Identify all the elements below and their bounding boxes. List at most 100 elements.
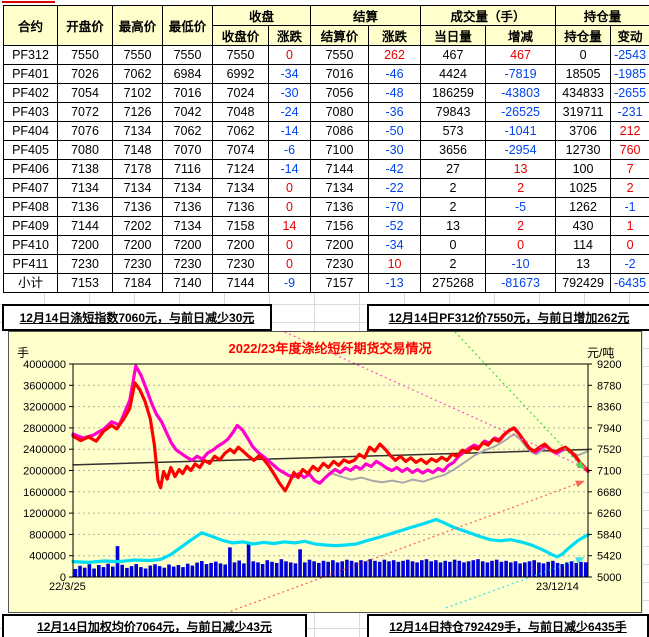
cell-当日量-8[interactable]: 79843 [420,102,487,122]
cell-contract[interactable]: PF404 [3,121,58,141]
cell-当日量-8[interactable]: 2 [420,197,487,217]
cell-持仓量-10[interactable]: 1025 [555,178,612,198]
cell-变动-11[interactable]: 0 [610,235,649,255]
cell-收盘价-4[interactable]: 7024 [212,83,269,103]
cell-开盘价-1[interactable]: 7026 [57,64,113,84]
cell-最低价-3[interactable]: 7016 [162,83,213,103]
cell-结算价-6[interactable]: 7100 [310,140,370,160]
cell-开盘价-1[interactable]: 7153 [57,273,113,293]
banner-weighted-avg-summary[interactable]: 12月14日加权均价7064元，与前日减少43元 [2,614,307,637]
cell-增减-9[interactable]: -81673 [485,273,557,293]
cell-变动-11[interactable]: 760 [610,140,649,160]
cell-结算价-6[interactable]: 7230 [310,254,370,274]
cell-涨跌-7[interactable]: -42 [368,159,422,179]
cell-涨跌-7[interactable]: -30 [368,140,422,160]
cell-变动-11[interactable]: -2655 [610,83,649,103]
cell-contract[interactable]: PF405 [3,140,58,160]
cell-收盘价-4[interactable]: 7048 [212,102,269,122]
cell-最低价-3[interactable]: 7140 [162,273,213,293]
cell-contract[interactable]: PF312 [3,45,58,65]
cell-变动-11[interactable]: -2543 [610,45,649,65]
cell-结算价-6[interactable]: 7136 [310,197,370,217]
cell-contract[interactable]: PF407 [3,178,58,198]
cell-开盘价-1[interactable]: 7134 [57,178,113,198]
cell-开盘价-1[interactable]: 7054 [57,83,113,103]
cell-涨跌-5[interactable]: 0 [267,45,312,65]
cell-涨跌-5[interactable]: 0 [267,197,312,217]
cell-涨跌-7[interactable]: -34 [368,235,422,255]
header-oi[interactable]: 持仓量 [555,25,612,46]
cell-最高价-2[interactable]: 7134 [112,178,163,198]
cell-持仓量-10[interactable]: 430 [555,216,612,236]
cell-持仓量-10[interactable]: 13 [555,254,612,274]
cell-结算价-6[interactable]: 7056 [310,83,370,103]
banner-open-interest-summary[interactable]: 12月14日持仓792429手，与前日减少6435手 [367,614,649,637]
header-group-settle[interactable]: 结算 [310,5,422,26]
cell-最高价-2[interactable]: 7102 [112,83,163,103]
cell-最高价-2[interactable]: 7550 [112,45,163,65]
cell-涨跌-5[interactable]: -34 [267,64,312,84]
header-settle-change[interactable]: 涨跌 [368,25,422,46]
cell-当日量-8[interactable]: 573 [420,121,487,141]
cell-最低价-3[interactable]: 7070 [162,140,213,160]
cell-收盘价-4[interactable]: 7550 [212,45,269,65]
cell-增减-9[interactable]: -7819 [485,64,557,84]
cell-结算价-6[interactable]: 7080 [310,102,370,122]
cell-最低价-3[interactable]: 7550 [162,45,213,65]
cell-最低价-3[interactable]: 7134 [162,216,213,236]
cell-持仓量-10[interactable]: 0 [555,45,612,65]
cell-当日量-8[interactable]: 2 [420,254,487,274]
cell-涨跌-7[interactable]: -48 [368,83,422,103]
cell-涨跌-7[interactable]: -70 [368,197,422,217]
cell-增减-9[interactable]: 2 [485,178,557,198]
header-close-price[interactable]: 收盘价 [212,25,269,46]
cell-最高价-2[interactable]: 7148 [112,140,163,160]
cell-增减-9[interactable]: 13 [485,159,557,179]
cell-增减-9[interactable]: -5 [485,197,557,217]
header-group-oi[interactable]: 持仓量 [555,5,649,26]
cell-结算价-6[interactable]: 7157 [310,273,370,293]
cell-contract[interactable]: PF410 [3,235,58,255]
cell-涨跌-5[interactable]: 0 [267,178,312,198]
cell-增减-9[interactable]: 467 [485,45,557,65]
cell-持仓量-10[interactable]: 3706 [555,121,612,141]
cell-当日量-8[interactable]: 27 [420,159,487,179]
cell-结算价-6[interactable]: 7144 [310,159,370,179]
cell-涨跌-5[interactable]: 0 [267,235,312,255]
cell-最高价-2[interactable]: 7200 [112,235,163,255]
cell-最高价-2[interactable]: 7136 [112,197,163,217]
cell-当日量-8[interactable]: 4424 [420,64,487,84]
cell-最低价-3[interactable]: 7134 [162,178,213,198]
header-contract[interactable]: 合约 [3,5,58,46]
cell-变动-11[interactable]: -6435 [610,273,649,293]
cell-收盘价-4[interactable]: 7230 [212,254,269,274]
cell-开盘价-1[interactable]: 7230 [57,254,113,274]
cell-最高价-2[interactable]: 7126 [112,102,163,122]
cell-涨跌-7[interactable]: 10 [368,254,422,274]
cell-涨跌-5[interactable]: -14 [267,121,312,141]
header-group-volume[interactable]: 成交量（手） [420,5,557,26]
cell-变动-11[interactable]: -1 [610,197,649,217]
header-open[interactable]: 开盘价 [57,5,113,46]
cell-当日量-8[interactable]: 467 [420,45,487,65]
header-close-change[interactable]: 涨跌 [267,25,312,46]
cell-当日量-8[interactable]: 2 [420,178,487,198]
cell-最低价-3[interactable]: 7200 [162,235,213,255]
cell-最高价-2[interactable]: 7178 [112,159,163,179]
cell-涨跌-7[interactable]: -52 [368,216,422,236]
banner-pf312-summary[interactable]: 12月14日PF312价7550元，与前日增加262元 [367,304,649,331]
cell-涨跌-7[interactable]: -46 [368,64,422,84]
cell-最高价-2[interactable]: 7202 [112,216,163,236]
cell-结算价-6[interactable]: 7134 [310,178,370,198]
cell-涨跌-5[interactable]: -6 [267,140,312,160]
cell-涨跌-7[interactable]: -22 [368,178,422,198]
cell-涨跌-7[interactable]: 262 [368,45,422,65]
cell-增减-9[interactable]: 2 [485,216,557,236]
cell-增减-9[interactable]: -10 [485,254,557,274]
cell-持仓量-10[interactable]: 18505 [555,64,612,84]
cell-增减-9[interactable]: -1041 [485,121,557,141]
cell-增减-9[interactable]: -43803 [485,83,557,103]
cell-当日量-8[interactable]: 13 [420,216,487,236]
cell-涨跌-7[interactable]: -36 [368,102,422,122]
cell-contract[interactable]: PF401 [3,64,58,84]
